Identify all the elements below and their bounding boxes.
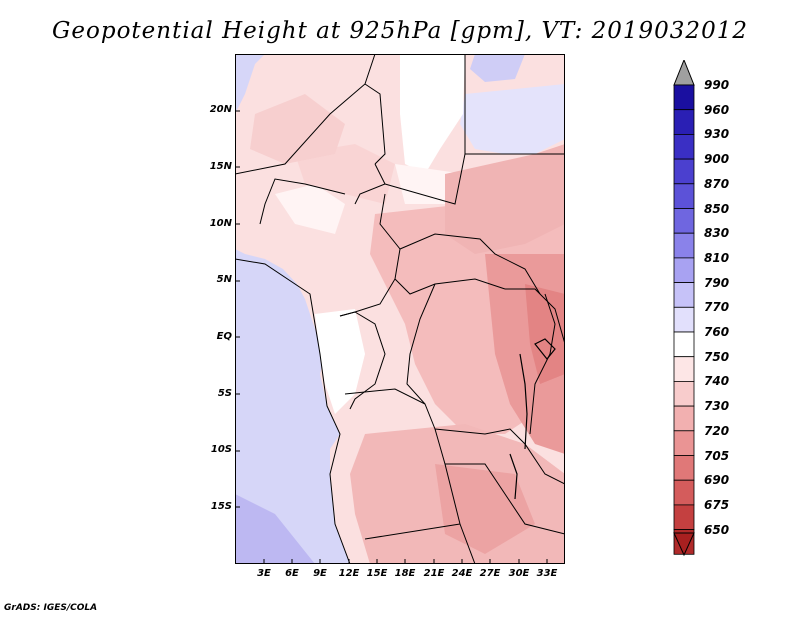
colorbar-cell [673, 430, 695, 456]
colorbar-arrow-bottom [673, 532, 695, 557]
lat-label-5n: 5N [216, 274, 232, 285]
lon-label-6e: 6E [285, 568, 299, 579]
colorbar-cell [673, 380, 695, 407]
colorbar-label: 900 [704, 152, 730, 167]
colorbar-label: 740 [704, 374, 730, 389]
colorbar-cell [673, 504, 695, 530]
colorbar-label: 675 [704, 497, 730, 512]
lon-label-27e: 27E [479, 568, 501, 579]
colorbar-label: 720 [704, 423, 730, 438]
colorbar-label: 750 [704, 349, 730, 364]
colorbar-cell [673, 109, 695, 135]
colorbar-cell [673, 183, 695, 209]
lon-label-24e: 24E [451, 568, 473, 579]
colorbar-cell [673, 84, 695, 111]
lakes [509, 338, 556, 500]
colorbar-cell [673, 455, 695, 481]
lon-label-15e: 15E [366, 568, 388, 579]
highland-blue-patch [460, 84, 565, 154]
colorbar-cell [673, 405, 695, 432]
lat-label-5s: 5S [217, 388, 232, 399]
lon-label-33e: 33E [536, 568, 558, 579]
colorbar-cell [673, 356, 695, 382]
lat-label-20n: 20N [209, 104, 232, 115]
colorbar-label: 930 [704, 127, 730, 142]
country-borders [235, 54, 565, 564]
lon-label-9e: 9E [313, 568, 327, 579]
colorbar [673, 60, 695, 557]
grads-credit: GrADS: IGES/COLA [4, 603, 98, 613]
colorbar-label: 810 [704, 250, 730, 265]
map-title: Geopotential Height at 925hPa [gpm], VT:… [52, 18, 748, 44]
coastline [235, 258, 351, 564]
colorbar-cell [673, 331, 695, 358]
colorbar-label: 850 [704, 201, 730, 216]
lon-label-18e: 18E [394, 568, 416, 579]
colorbar-cell [673, 232, 695, 259]
colorbar-cell [673, 134, 695, 160]
map-ticks [235, 110, 548, 564]
lat-label-10s: 10S [210, 444, 232, 455]
lat-label-15n: 15N [209, 161, 232, 172]
lon-label-3e: 3E [257, 568, 271, 579]
colorbar-label: 760 [704, 325, 730, 339]
colorbar-label: 870 [704, 176, 730, 191]
colorbar-label: 690 [704, 473, 730, 488]
lat-label-10n: 10N [209, 218, 232, 229]
colorbar-cell [673, 158, 695, 185]
colorbar-cell [673, 208, 695, 234]
colorbar-label: 960 [704, 102, 730, 117]
colorbar-label: 650 [704, 522, 730, 537]
colorbar-cell [673, 282, 695, 308]
lat-label-15s: 15S [210, 501, 232, 512]
colorbar-cell [673, 479, 695, 506]
colorbar-label: 730 [704, 399, 730, 414]
colorbar-label: 770 [704, 300, 730, 315]
colorbar-label: 790 [704, 275, 730, 290]
colorbar-arrow-top [673, 60, 695, 86]
colorbar-label: 830 [704, 226, 730, 241]
lon-label-12e: 12E [338, 568, 360, 579]
lon-label-30e: 30E [508, 568, 530, 579]
colorbar-label: 990 [704, 78, 730, 92]
map-panel [235, 54, 565, 564]
colorbar-cell [673, 257, 695, 283]
colorbar-label: 705 [704, 448, 730, 463]
lat-label-eq: EQ [216, 331, 232, 342]
lon-label-21e: 21E [423, 568, 445, 579]
colorbar-cell [673, 306, 695, 333]
